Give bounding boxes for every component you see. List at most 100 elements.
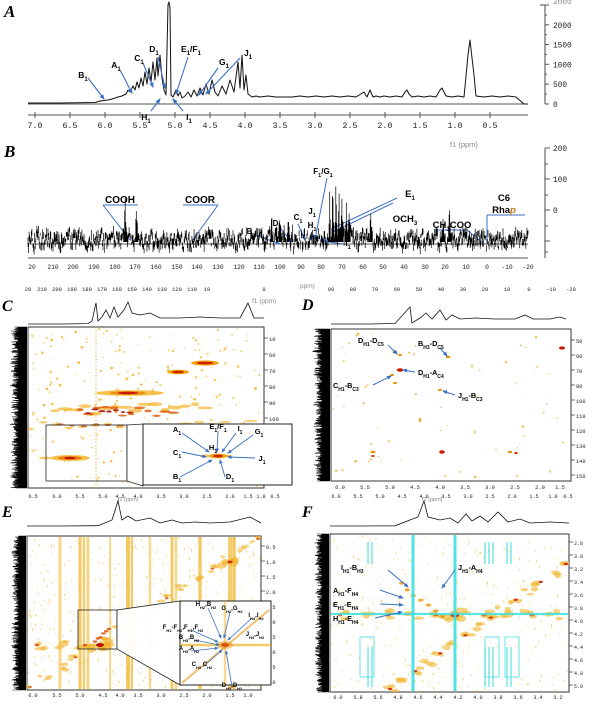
svg-text:4.4: 4.4 — [574, 645, 583, 651]
svg-text:5.5: 5.5 — [52, 693, 61, 699]
svg-text:5.0: 5.0 — [574, 684, 583, 690]
svg-text:110: 110 — [576, 414, 586, 420]
svg-text:190: 190 — [88, 264, 100, 271]
svg-text:1.5: 1.5 — [413, 122, 428, 131]
svg-text:-20: -20 — [566, 287, 576, 293]
svg-text:3.4: 3.4 — [574, 580, 583, 586]
svg-text:6.0: 6.0 — [98, 122, 113, 131]
svg-text:5.0: 5.0 — [75, 693, 84, 699]
svg-text:D1: D1 — [149, 44, 159, 57]
svg-text:130: 130 — [576, 444, 586, 450]
svg-text:-10: -10 — [546, 287, 556, 293]
svg-text:150: 150 — [576, 474, 586, 480]
svg-text:3.5: 3.5 — [156, 494, 165, 500]
svg-text:10: 10 — [204, 287, 210, 293]
svg-text:A1: A1 — [111, 60, 121, 73]
svg-text:3.5: 3.5 — [441, 494, 450, 500]
svg-text:1.0: 1.0 — [266, 560, 276, 566]
svg-text:3.0: 3.0 — [156, 693, 165, 699]
svg-text:90: 90 — [297, 264, 305, 271]
svg-text:2.5: 2.5 — [202, 494, 211, 500]
svg-text:0.5: 0.5 — [266, 545, 276, 551]
svg-text:50: 50 — [379, 264, 387, 271]
svg-text:1.0: 1.0 — [448, 122, 463, 131]
svg-text:I1: I1 — [186, 112, 192, 125]
svg-text:4.2: 4.2 — [453, 695, 462, 701]
svg-text:150: 150 — [171, 264, 183, 271]
svg-text:H1: H1 — [308, 221, 317, 233]
svg-text:7.0: 7.0 — [28, 122, 43, 131]
svg-text:2.0: 2.0 — [378, 122, 393, 131]
svg-text:3.6: 3.6 — [513, 695, 522, 701]
svg-text:190: 190 — [67, 287, 77, 293]
svg-text:CH3COO: CH3COO — [433, 220, 472, 233]
svg-text:5.5: 5.5 — [353, 494, 362, 500]
svg-text:90: 90 — [269, 400, 276, 407]
svg-text:2.5: 2.5 — [179, 693, 188, 699]
svg-text:3.8: 3.8 — [574, 606, 583, 612]
svg-text:160: 160 — [112, 287, 122, 293]
svg-text:2.5: 2.5 — [485, 494, 494, 500]
svg-text:150: 150 — [127, 287, 137, 293]
svg-text:60: 60 — [269, 352, 276, 359]
svg-text:60: 60 — [394, 287, 400, 293]
svg-text:100: 100 — [576, 399, 586, 405]
svg-text:140: 140 — [142, 287, 152, 293]
svg-text:10: 10 — [269, 336, 276, 343]
svg-text:100: 100 — [274, 264, 286, 271]
svg-text:5.0: 5.0 — [98, 494, 107, 500]
svg-text:2000: 2000 — [553, 23, 572, 31]
svg-text:2.0: 2.0 — [266, 590, 276, 596]
svg-text:130: 130 — [157, 287, 167, 293]
svg-text:3.5: 3.5 — [273, 122, 288, 131]
svg-text:C1: C1 — [134, 53, 144, 66]
svg-text:20: 20 — [28, 264, 36, 271]
svg-text:4.5: 4.5 — [98, 693, 107, 699]
svg-text:1.5: 1.5 — [225, 693, 234, 699]
svg-text:3.0: 3.0 — [308, 122, 323, 131]
svg-text:120: 120 — [172, 287, 182, 293]
svg-text:6.0: 6.0 — [28, 693, 37, 699]
svg-text:-10: -10 — [501, 264, 513, 271]
svg-text:3.2: 3.2 — [574, 567, 583, 573]
svg-text:F1/G1: F1/G1 — [313, 167, 332, 179]
svg-text:C6: C6 — [498, 193, 510, 204]
svg-text:80: 80 — [317, 264, 325, 271]
svg-text:4.6: 4.6 — [574, 658, 583, 664]
svg-text:30: 30 — [460, 287, 466, 293]
svg-text:6.5: 6.5 — [63, 122, 78, 131]
svg-text:3.0: 3.0 — [463, 494, 472, 500]
svg-text:5.6: 5.6 — [373, 695, 382, 701]
svg-text:5.5: 5.5 — [75, 494, 84, 500]
svg-text:COOR: COOR — [185, 195, 216, 206]
svg-text:80: 80 — [576, 384, 582, 390]
svg-text:OCH3: OCH3 — [393, 214, 418, 227]
svg-text:4.6: 4.6 — [413, 695, 422, 701]
svg-text:2.5: 2.5 — [343, 122, 358, 131]
svg-text:4.5: 4.5 — [397, 494, 406, 500]
svg-text:0: 0 — [553, 102, 558, 110]
svg-text:3.2: 3.2 — [553, 695, 562, 701]
svg-text:80: 80 — [269, 384, 276, 391]
svg-text:C1: C1 — [294, 213, 303, 225]
svg-text:70: 70 — [338, 264, 346, 271]
svg-text:5.8: 5.8 — [353, 695, 362, 701]
svg-text:0: 0 — [485, 264, 489, 271]
svg-text:80: 80 — [350, 287, 356, 293]
svg-text:3.4: 3.4 — [533, 695, 542, 701]
svg-text:2.0: 2.0 — [225, 494, 234, 500]
svg-text:20: 20 — [441, 264, 449, 271]
svg-text:1.5: 1.5 — [266, 575, 276, 581]
svg-text:2.8: 2.8 — [574, 541, 583, 547]
svg-text:0: 0 — [553, 208, 558, 216]
svg-text:0.5: 0.5 — [483, 122, 498, 131]
svg-text:110: 110 — [253, 264, 265, 271]
svg-text:110: 110 — [187, 287, 197, 293]
svg-text:10: 10 — [462, 264, 470, 271]
svg-text:140: 140 — [576, 459, 586, 465]
svg-text:B1: B1 — [78, 70, 88, 83]
svg-text:G1: G1 — [219, 57, 230, 70]
svg-text:70: 70 — [269, 368, 276, 375]
svg-text:1.5: 1.5 — [529, 494, 538, 500]
svg-text:120: 120 — [576, 429, 586, 435]
